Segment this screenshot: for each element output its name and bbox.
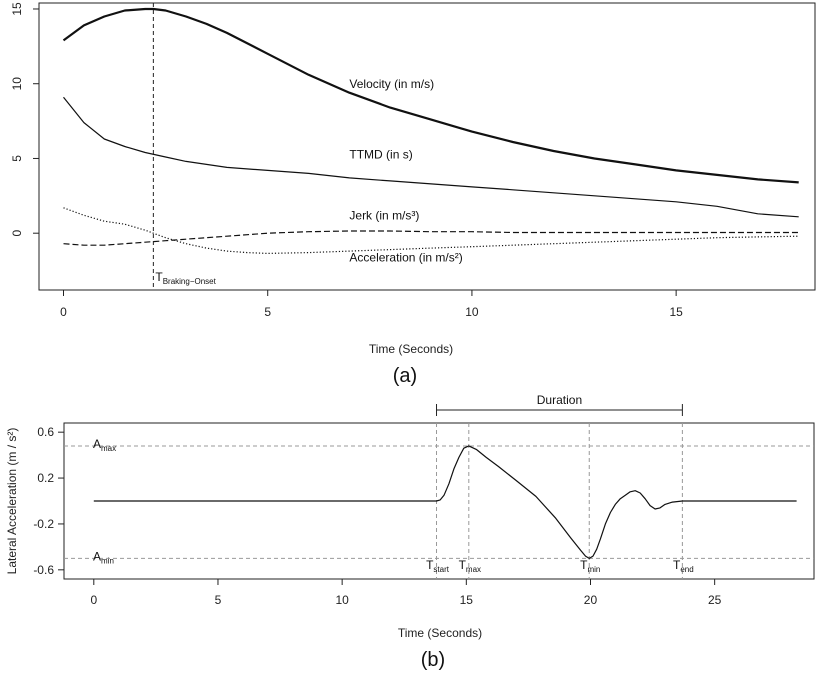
panel-b-frame <box>63 422 815 580</box>
level-label: Amax <box>93 437 116 453</box>
y-tick-label: 15 <box>10 2 24 16</box>
panel-b-series <box>93 445 797 560</box>
series-label: Velocity (in m/s) <box>349 77 434 91</box>
x-tick-label: 15 <box>460 593 474 607</box>
series-line <box>63 96 799 218</box>
y-tick-label: 10 <box>10 77 24 91</box>
panel-a-axes: 0 5 10 15 0 5 10 15 <box>10 2 683 319</box>
panel-a-frame <box>38 2 816 291</box>
panel-a-xlabel: Time (Seconds) <box>369 342 453 356</box>
series-line <box>63 230 799 246</box>
series-label: Jerk (in m/s³) <box>349 209 419 223</box>
series-line <box>93 445 797 560</box>
level-label: Amin <box>93 549 114 565</box>
time-marker-label: Tstart <box>426 558 450 574</box>
panel-a-annotations: Velocity (in m/s) TTMD (in s) Jerk (in m/s… <box>152 3 463 290</box>
panel-a-caption: (a) <box>393 365 417 387</box>
panel-b-xlabel: Time (Seconds) <box>398 626 482 640</box>
duration-label: Duration <box>537 393 582 407</box>
time-marker-label: Tend <box>673 558 694 574</box>
x-tick-label: 25 <box>708 593 722 607</box>
x-tick-label: 5 <box>264 305 271 319</box>
panel-b-annotations: Amax Amin Tstart Tmax Tmin Tend Duration <box>93 393 694 574</box>
time-marker-label: Tmin <box>580 558 600 574</box>
braking-onset-label: TBraking−Onset <box>155 270 216 286</box>
x-tick-label: 20 <box>584 593 598 607</box>
panel-b-caption: (b) <box>421 649 445 671</box>
x-tick-label: 10 <box>335 593 349 607</box>
x-tick-label: 10 <box>465 305 479 319</box>
panel-b: 0 5 10 15 20 25 -0.6 -0.2 0.2 0.6 Amax Amin Tstart T… <box>5 393 815 671</box>
panel-a-series <box>62 7 799 254</box>
y-tick-label: 0.2 <box>37 471 54 485</box>
time-marker-label: Tmax <box>459 558 481 574</box>
series-line <box>62 7 799 184</box>
series-line <box>63 207 799 254</box>
panel-b-axes: 0 5 10 15 20 25 -0.6 -0.2 0.2 0.6 <box>33 425 721 607</box>
y-tick-label: 0 <box>10 230 24 237</box>
y-tick-label: 0.6 <box>37 425 54 439</box>
series-label: Acceleration (in m/s²) <box>349 251 462 265</box>
x-tick-label: 0 <box>90 593 97 607</box>
x-tick-label: 15 <box>669 305 683 319</box>
panel-b-ylabel: Lateral Acceleration (m / s²) <box>5 428 19 575</box>
y-tick-label: 5 <box>10 155 24 162</box>
x-tick-label: 5 <box>215 593 222 607</box>
series-label: TTMD (in s) <box>349 147 412 161</box>
panel-a: 0 5 10 15 0 5 10 15 Velocity (in m/s) TTMD (in s… <box>10 2 816 387</box>
y-tick-label: -0.2 <box>33 517 54 531</box>
y-tick-label: -0.6 <box>33 563 54 577</box>
x-tick-label: 0 <box>60 305 67 319</box>
